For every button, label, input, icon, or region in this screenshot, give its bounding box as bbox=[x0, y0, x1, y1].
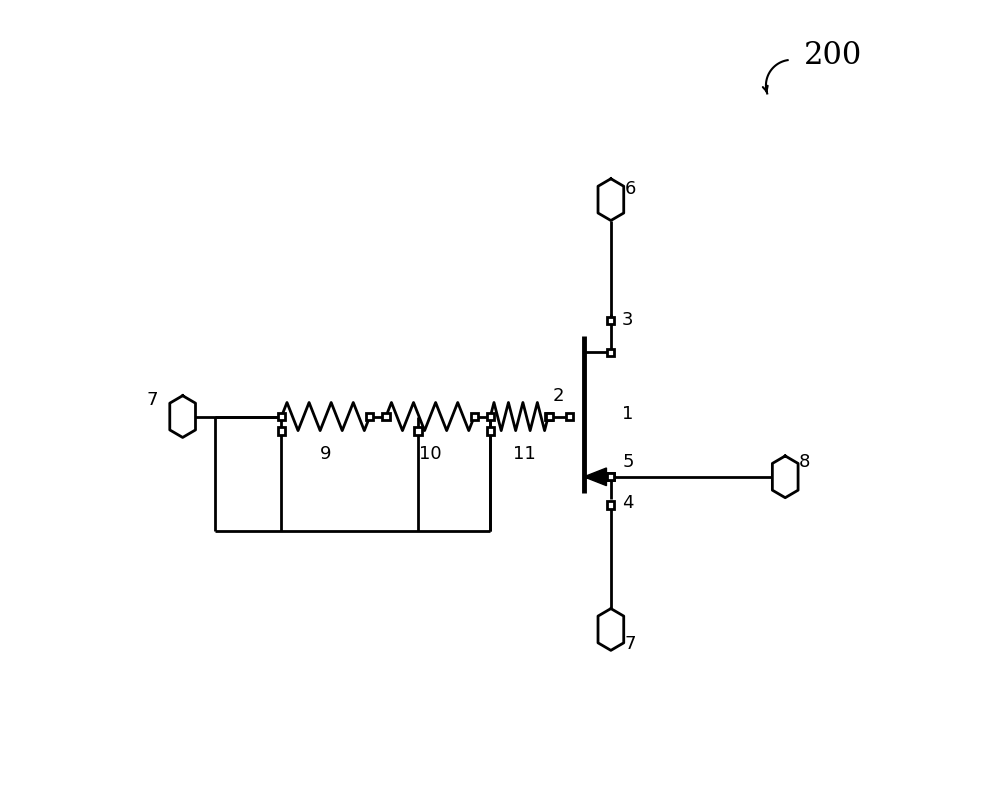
Text: 5: 5 bbox=[622, 453, 634, 472]
Bar bbox=[566, 413, 573, 420]
Text: 4: 4 bbox=[622, 493, 634, 511]
Text: 7: 7 bbox=[146, 392, 158, 409]
Bar bbox=[607, 473, 614, 481]
Bar bbox=[414, 427, 422, 434]
Text: 9: 9 bbox=[320, 445, 331, 464]
Bar bbox=[607, 349, 614, 356]
Bar bbox=[607, 502, 614, 509]
Bar bbox=[487, 413, 494, 420]
Text: 10: 10 bbox=[419, 445, 441, 464]
Text: 11: 11 bbox=[513, 445, 535, 464]
Bar bbox=[545, 413, 552, 420]
Bar bbox=[278, 413, 285, 420]
Bar bbox=[487, 427, 494, 434]
Text: 3: 3 bbox=[622, 311, 634, 329]
Bar bbox=[546, 413, 553, 420]
Bar bbox=[607, 473, 614, 481]
Bar bbox=[366, 413, 373, 420]
Text: 6: 6 bbox=[625, 180, 636, 198]
Bar bbox=[471, 413, 478, 420]
Polygon shape bbox=[584, 468, 606, 485]
Text: 2: 2 bbox=[552, 388, 564, 405]
Bar bbox=[607, 316, 614, 324]
Text: 8: 8 bbox=[799, 453, 810, 472]
Text: 7: 7 bbox=[625, 635, 636, 653]
Text: 200: 200 bbox=[804, 40, 863, 70]
Bar bbox=[382, 413, 390, 420]
Text: 1: 1 bbox=[622, 405, 633, 423]
Bar bbox=[278, 427, 285, 434]
